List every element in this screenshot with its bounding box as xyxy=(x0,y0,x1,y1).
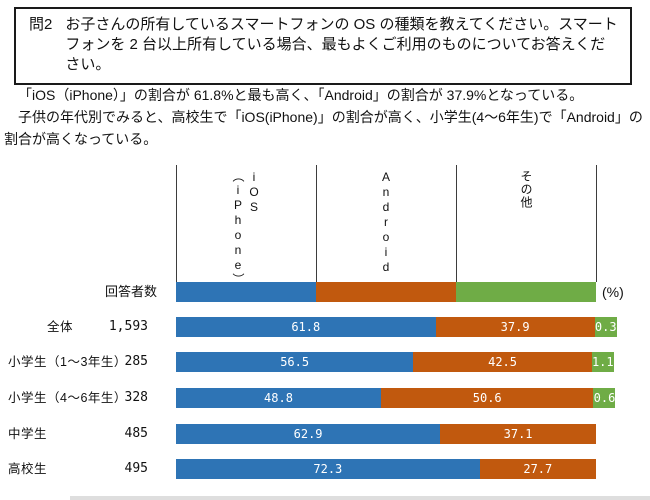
row-respondents: 285 xyxy=(124,354,148,369)
column-header-ios: iOS （iPhone） xyxy=(231,170,261,286)
bar-seg-ios: 56.5 xyxy=(176,352,414,372)
bar-value: 1.1 xyxy=(591,355,614,369)
bar-seg-android: 27.7 xyxy=(479,459,596,479)
gridline xyxy=(176,165,177,282)
chart-row-high-school: 高校生 495 72.3 27.7 xyxy=(0,459,650,479)
column-header-other: その他 xyxy=(519,170,533,209)
bar-seg-android: 37.9 xyxy=(435,317,595,337)
row-label: 小学生（4～6年生） xyxy=(8,391,127,405)
question-number: 問2 xyxy=(29,16,53,33)
legend-seg-android xyxy=(316,282,456,302)
gridline xyxy=(316,165,317,282)
row-respondents: 485 xyxy=(124,426,148,441)
summary-paragraph: 「iOS（iPhone）」の割合が 61.8%と最も高く、「Android」の割… xyxy=(18,87,584,103)
bar-value: 37.9 xyxy=(500,320,530,334)
bar-value: 72.3 xyxy=(313,462,343,476)
gridline xyxy=(456,165,457,282)
bar-value: 56.5 xyxy=(280,355,310,369)
bar-value: 62.9 xyxy=(293,427,323,441)
gridline xyxy=(596,165,597,282)
chart-row-junior-high: 中学生 485 62.9 37.1 xyxy=(0,424,650,444)
bar-seg-other: 0.3 xyxy=(594,317,617,337)
bar-value: 0.6 xyxy=(593,391,616,405)
bar-value: 37.1 xyxy=(503,427,533,441)
bar-value: 27.7 xyxy=(523,462,553,476)
row-label: 小学生（1～3年生） xyxy=(8,355,127,369)
row-respondents: 1,593 xyxy=(108,319,148,334)
window-bottom-edge xyxy=(70,496,650,500)
stacked-bar: 62.9 37.1 xyxy=(176,424,596,444)
summary-paragraph: 子供の年代別でみると、高校生で「iOS(iPhone)」の割合が高く、小学生(4… xyxy=(4,109,643,147)
bar-value: 50.6 xyxy=(472,391,502,405)
legend-seg-other xyxy=(456,282,596,302)
bar-seg-android: 42.5 xyxy=(413,352,592,372)
row-label: 高校生 xyxy=(8,462,48,476)
chart-row-total: 全体 1,593 61.8 37.9 0.3 xyxy=(0,317,650,337)
legend-bar xyxy=(176,282,596,302)
bar-value: 48.8 xyxy=(264,391,293,405)
stacked-bar: 61.8 37.9 0.3 xyxy=(176,317,617,337)
chart-row-elem-4-6: 小学生（4～6年生） 328 48.8 50.6 0.6 xyxy=(0,388,650,408)
row-respondents: 328 xyxy=(124,390,148,405)
bar-seg-android: 50.6 xyxy=(380,388,594,408)
question-text: お子さんの所有しているスマートフォンの OS の種類を教えてください。スマートフ… xyxy=(65,16,618,73)
stacked-bar: 48.8 50.6 0.6 xyxy=(176,388,616,408)
bar-seg-other: 1.1 xyxy=(591,352,614,372)
stacked-bar: 56.5 42.5 1.1 xyxy=(176,352,614,372)
row-label: 中学生 xyxy=(8,427,48,441)
bar-seg-android: 37.1 xyxy=(440,424,596,444)
bar-seg-other: 0.6 xyxy=(593,388,616,408)
bar-value: 0.3 xyxy=(594,320,617,334)
chart-row-elem-1-3: 小学生（1～3年生） 285 56.5 42.5 1.1 xyxy=(0,352,650,372)
question-box: 問2 お子さんの所有しているスマートフォンの OS の種類を教えてください。スマ… xyxy=(14,7,632,85)
percent-unit-label: (%) xyxy=(602,284,624,300)
bar-value: 61.8 xyxy=(291,320,321,334)
bar-seg-ios: 62.9 xyxy=(176,424,441,444)
row-respondents: 495 xyxy=(124,461,148,476)
bar-value: 42.5 xyxy=(488,355,517,369)
respondents-label: 回答者数 xyxy=(104,284,157,299)
column-header-android: Android xyxy=(379,170,393,275)
bar-seg-ios: 61.8 xyxy=(176,317,436,337)
bar-seg-ios: 72.3 xyxy=(176,459,480,479)
legend-seg-ios xyxy=(176,282,316,302)
stacked-bar: 72.3 27.7 xyxy=(176,459,596,479)
row-label: 全体 xyxy=(47,320,74,334)
summary-text: 「iOS（iPhone）」の割合が 61.8%と最も高く、「Android」の割… xyxy=(4,84,646,150)
bar-seg-ios: 48.8 xyxy=(176,388,381,408)
